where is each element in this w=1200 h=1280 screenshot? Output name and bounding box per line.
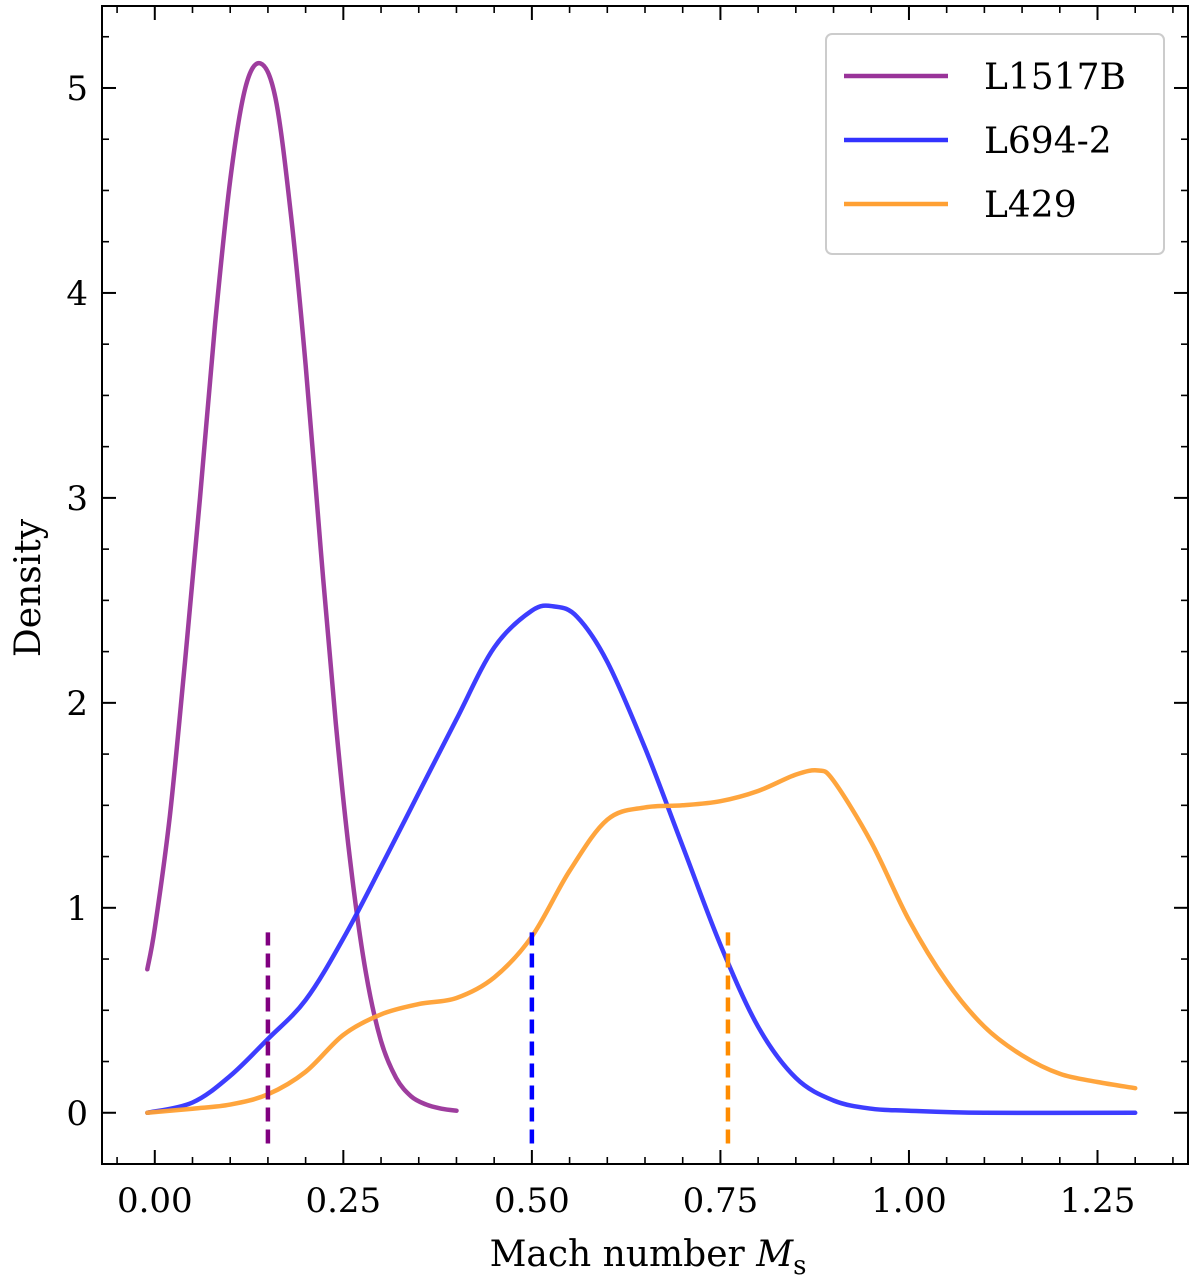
series-line-l694-2 [145, 603, 1138, 1116]
series-line-l1517b [145, 60, 459, 1113]
y-tick-label: 0 [66, 1094, 88, 1134]
ticks-layer: 0.00 0.25 0.50 0.75 1.00 1.25 0 1 2 3 4 5 [66, 6, 1188, 1221]
x-tick-label: 0.75 [683, 1181, 759, 1221]
series-line-l429 [145, 767, 1138, 1116]
legend-box [825, 33, 1165, 255]
x-axis-label: Mach number Ms [490, 1234, 807, 1280]
y-tick-label: 2 [66, 684, 88, 724]
legend-label-l429: L429 [984, 185, 1077, 226]
y-tick-label: 4 [66, 274, 88, 314]
legend: L1517B L694-2 L429 [825, 33, 1165, 255]
y-axis-label: Density [8, 518, 49, 657]
legend-label-l1517b: L1517B [984, 57, 1126, 98]
legend-label-l694-2: L694-2 [984, 121, 1112, 162]
x-tick-label: 0.50 [494, 1181, 570, 1221]
median-lines-layer [265, 932, 731, 1144]
x-tick-label: 1.25 [1060, 1181, 1136, 1221]
x-tick-label: 0.25 [305, 1181, 381, 1221]
x-tick-label: 1.00 [871, 1181, 947, 1221]
y-tick-label: 1 [66, 889, 88, 929]
y-tick-label: 3 [66, 479, 88, 519]
curves-layer [145, 60, 1138, 1116]
y-tick-label: 5 [66, 69, 88, 109]
x-tick-label: 0.00 [117, 1181, 193, 1221]
